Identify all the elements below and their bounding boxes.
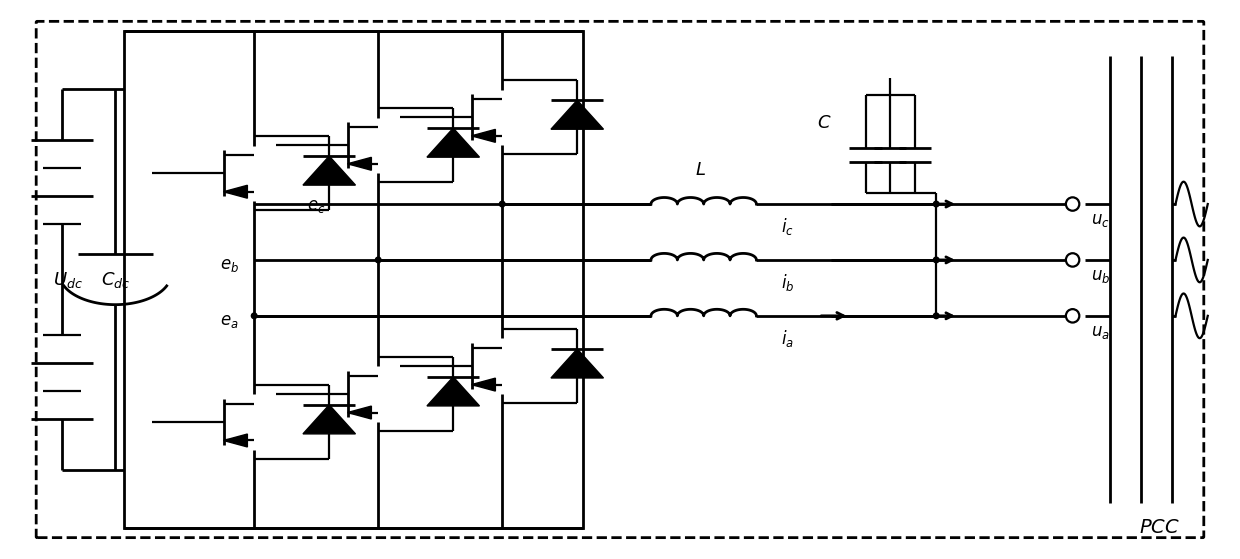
Text: $PCC$: $PCC$ <box>1138 519 1180 537</box>
Polygon shape <box>303 156 356 185</box>
Polygon shape <box>427 377 480 406</box>
Text: $C$: $C$ <box>817 114 832 132</box>
Polygon shape <box>223 185 247 198</box>
Text: $e_a$: $e_a$ <box>221 313 238 330</box>
Polygon shape <box>551 349 604 378</box>
Text: $i_b$: $i_b$ <box>781 272 794 293</box>
Text: $e_c$: $e_c$ <box>308 198 325 215</box>
Text: $i_c$: $i_c$ <box>781 216 794 237</box>
Text: $C_{dc}$: $C_{dc}$ <box>100 269 130 290</box>
Polygon shape <box>471 129 496 143</box>
Circle shape <box>376 257 381 263</box>
Text: $u_c$: $u_c$ <box>1091 212 1110 229</box>
Circle shape <box>1066 197 1079 211</box>
Polygon shape <box>347 157 372 170</box>
Bar <box>124 31 583 528</box>
Circle shape <box>934 257 939 263</box>
Text: $u_a$: $u_a$ <box>1091 324 1110 341</box>
Text: $u_b$: $u_b$ <box>1091 268 1111 285</box>
Polygon shape <box>427 128 480 157</box>
Polygon shape <box>551 100 604 129</box>
Circle shape <box>252 313 257 319</box>
Circle shape <box>1066 309 1079 323</box>
Text: $i_a$: $i_a$ <box>781 328 794 349</box>
Text: $U_{dc}$: $U_{dc}$ <box>53 269 83 290</box>
Text: $L$: $L$ <box>696 162 706 179</box>
Circle shape <box>934 313 939 319</box>
Text: $e_b$: $e_b$ <box>219 257 239 274</box>
Polygon shape <box>347 406 372 419</box>
Circle shape <box>500 201 505 207</box>
Polygon shape <box>471 378 496 391</box>
Circle shape <box>1066 253 1079 267</box>
Circle shape <box>934 201 939 207</box>
Polygon shape <box>223 434 247 447</box>
Polygon shape <box>303 405 356 434</box>
